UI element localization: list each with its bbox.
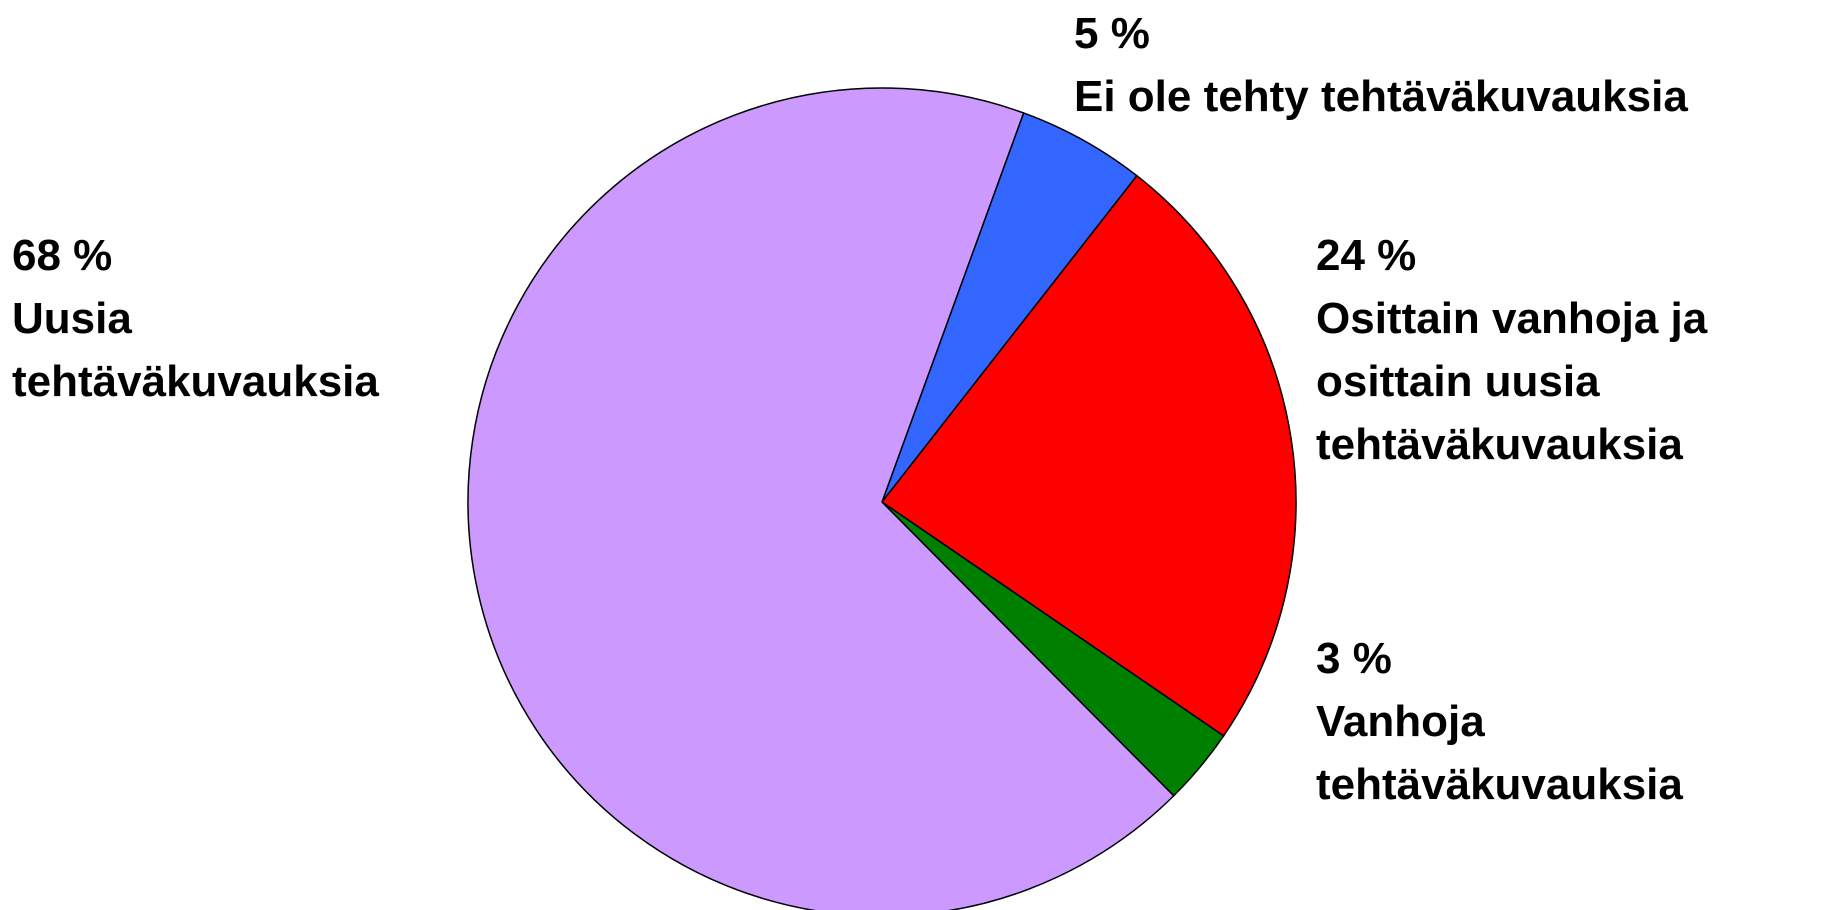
value-label: 68 % — [12, 231, 113, 280]
category-label: Osittain vanhoja ja osittain uusia tehtä… — [1316, 294, 1708, 469]
slice-label: 24 % Osittain vanhoja ja osittain uusia t… — [1316, 224, 1821, 476]
category-label: Ei ole tehty tehtäväkuvauksia — [1074, 72, 1688, 121]
slice-label: 68 % Uusia tehtäväkuvauksia — [12, 224, 482, 413]
slice-label: 5 % Ei ole tehty tehtäväkuvauksia — [1074, 2, 1824, 128]
value-label: 5 % — [1074, 9, 1150, 58]
slice-label: 3 % Vanhoja tehtäväkuvauksia — [1316, 627, 1786, 816]
pie-slice — [467, 87, 1175, 910]
category-label: Uusia tehtäväkuvauksia — [12, 294, 379, 406]
pie-slice — [880, 174, 1297, 737]
value-label: 3 % — [1316, 634, 1392, 683]
value-label: 24 % — [1316, 231, 1417, 280]
category-label: Vanhoja tehtäväkuvauksia — [1316, 697, 1683, 809]
